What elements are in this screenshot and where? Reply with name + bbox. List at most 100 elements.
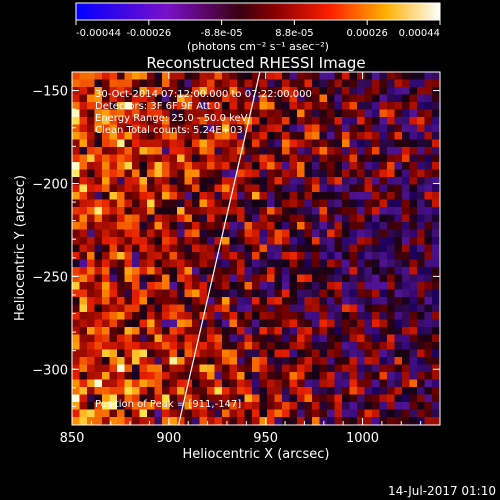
heatmap-cell [117,139,125,148]
heatmap-cell [169,364,178,373]
heatmap-cell [297,349,305,358]
heatmap-cell [334,94,343,103]
heatmap-cell [169,274,178,283]
heatmap-cell [132,349,140,358]
heatmap-cell [372,94,380,103]
heatmap-cell [394,282,403,290]
heatmap-cell [319,222,328,230]
heatmap-cell [252,139,260,148]
heatmap-cell [72,229,80,238]
heatmap-cell [139,94,148,103]
heatmap-cell [379,94,388,103]
heatmap-cell [394,102,403,110]
heatmap-cell [259,364,268,373]
heatmap-cell [147,199,155,208]
heatmap-cell [439,409,440,418]
heatmap-cell [349,184,358,193]
heatmap-cell [132,124,140,133]
heatmap-cell [432,177,440,185]
heatmap-cell [387,154,395,163]
heatmap-cell [109,334,118,343]
heatmap-cell [244,139,253,148]
heatmap-cell [267,357,275,365]
heatmap-cell [432,147,440,155]
heatmap-cell [207,94,215,103]
heatmap-cell [139,312,148,320]
heatmap-cell [124,304,133,313]
heatmap-cell [177,162,185,170]
heatmap-cell [342,334,350,343]
heatmap-cell [319,139,328,148]
heatmap-cell [169,177,178,185]
heatmap-cell [267,139,275,148]
heatmap-cell [72,252,80,260]
heatmap-cell [229,372,238,380]
heatmap-cell [207,402,215,410]
heatmap-cell [349,109,358,118]
heatmap-cell [304,402,313,410]
heatmap-cell [222,372,230,380]
heatmap-cell [259,244,268,253]
heatmap-cell [109,244,118,253]
heatmap-cell [357,222,365,230]
heatmap-cell [424,162,433,170]
heatmap-cell [289,334,298,343]
heatmap-cell [109,79,118,88]
heatmap-cell [417,424,425,425]
heatmap-cell [169,379,178,388]
heatmap-cell [132,304,140,313]
heatmap-cell [394,259,403,268]
heatmap-cell [79,79,88,88]
heatmap-cell [402,132,410,140]
heatmap-cell [139,349,148,358]
heatmap-cell [387,402,395,410]
heatmap-cell [432,289,440,298]
heatmap-cell [252,124,260,133]
heatmap-cell [439,102,440,110]
heatmap-cell [357,342,365,350]
heatmap-cell [364,409,373,418]
heatmap-cell [147,169,155,178]
heatmap-cell [154,72,163,80]
heatmap-cell [327,72,335,80]
heatmap-cell [334,379,343,388]
heatmap-cell [364,327,373,335]
heatmap-cell [154,394,163,403]
heatmap-cell [94,297,103,305]
heatmap-cell [319,147,328,155]
heatmap-cell [282,244,290,253]
heatmap-cell [229,327,238,335]
heatmap-cell [169,154,178,163]
heatmap-cell [199,409,208,418]
heatmap-cell [72,94,80,103]
heatmap-cell [334,184,343,193]
heatmap-cell [289,94,298,103]
heatmap-cell [102,297,110,305]
heatmap-cell [417,289,425,298]
heatmap-cell [154,229,163,238]
heatmap-cell [162,184,170,193]
heatmap-cell [177,334,185,343]
heatmap-cell [132,297,140,305]
heatmap-cell [199,379,208,388]
heatmap-cell [439,244,440,253]
heatmap-cell [364,222,373,230]
heatmap-cell [162,124,170,133]
heatmap-cell [109,289,118,298]
heatmap-cell [184,372,193,380]
heatmap-cell [87,124,95,133]
heatmap-cell [432,252,440,260]
heatmap-cell [364,79,373,88]
heatmap-cell [327,87,335,95]
heatmap-cell [102,214,110,223]
heatmap-cell [417,312,425,320]
heatmap-cell [372,244,380,253]
heatmap-cell [147,327,155,335]
heatmap-cell [409,94,418,103]
heatmap-cell [282,267,290,275]
heatmap-cell [72,147,80,155]
heatmap-cell [319,409,328,418]
heatmap-cell [102,199,110,208]
heatmap-cell [147,274,155,283]
heatmap-cell [409,282,418,290]
